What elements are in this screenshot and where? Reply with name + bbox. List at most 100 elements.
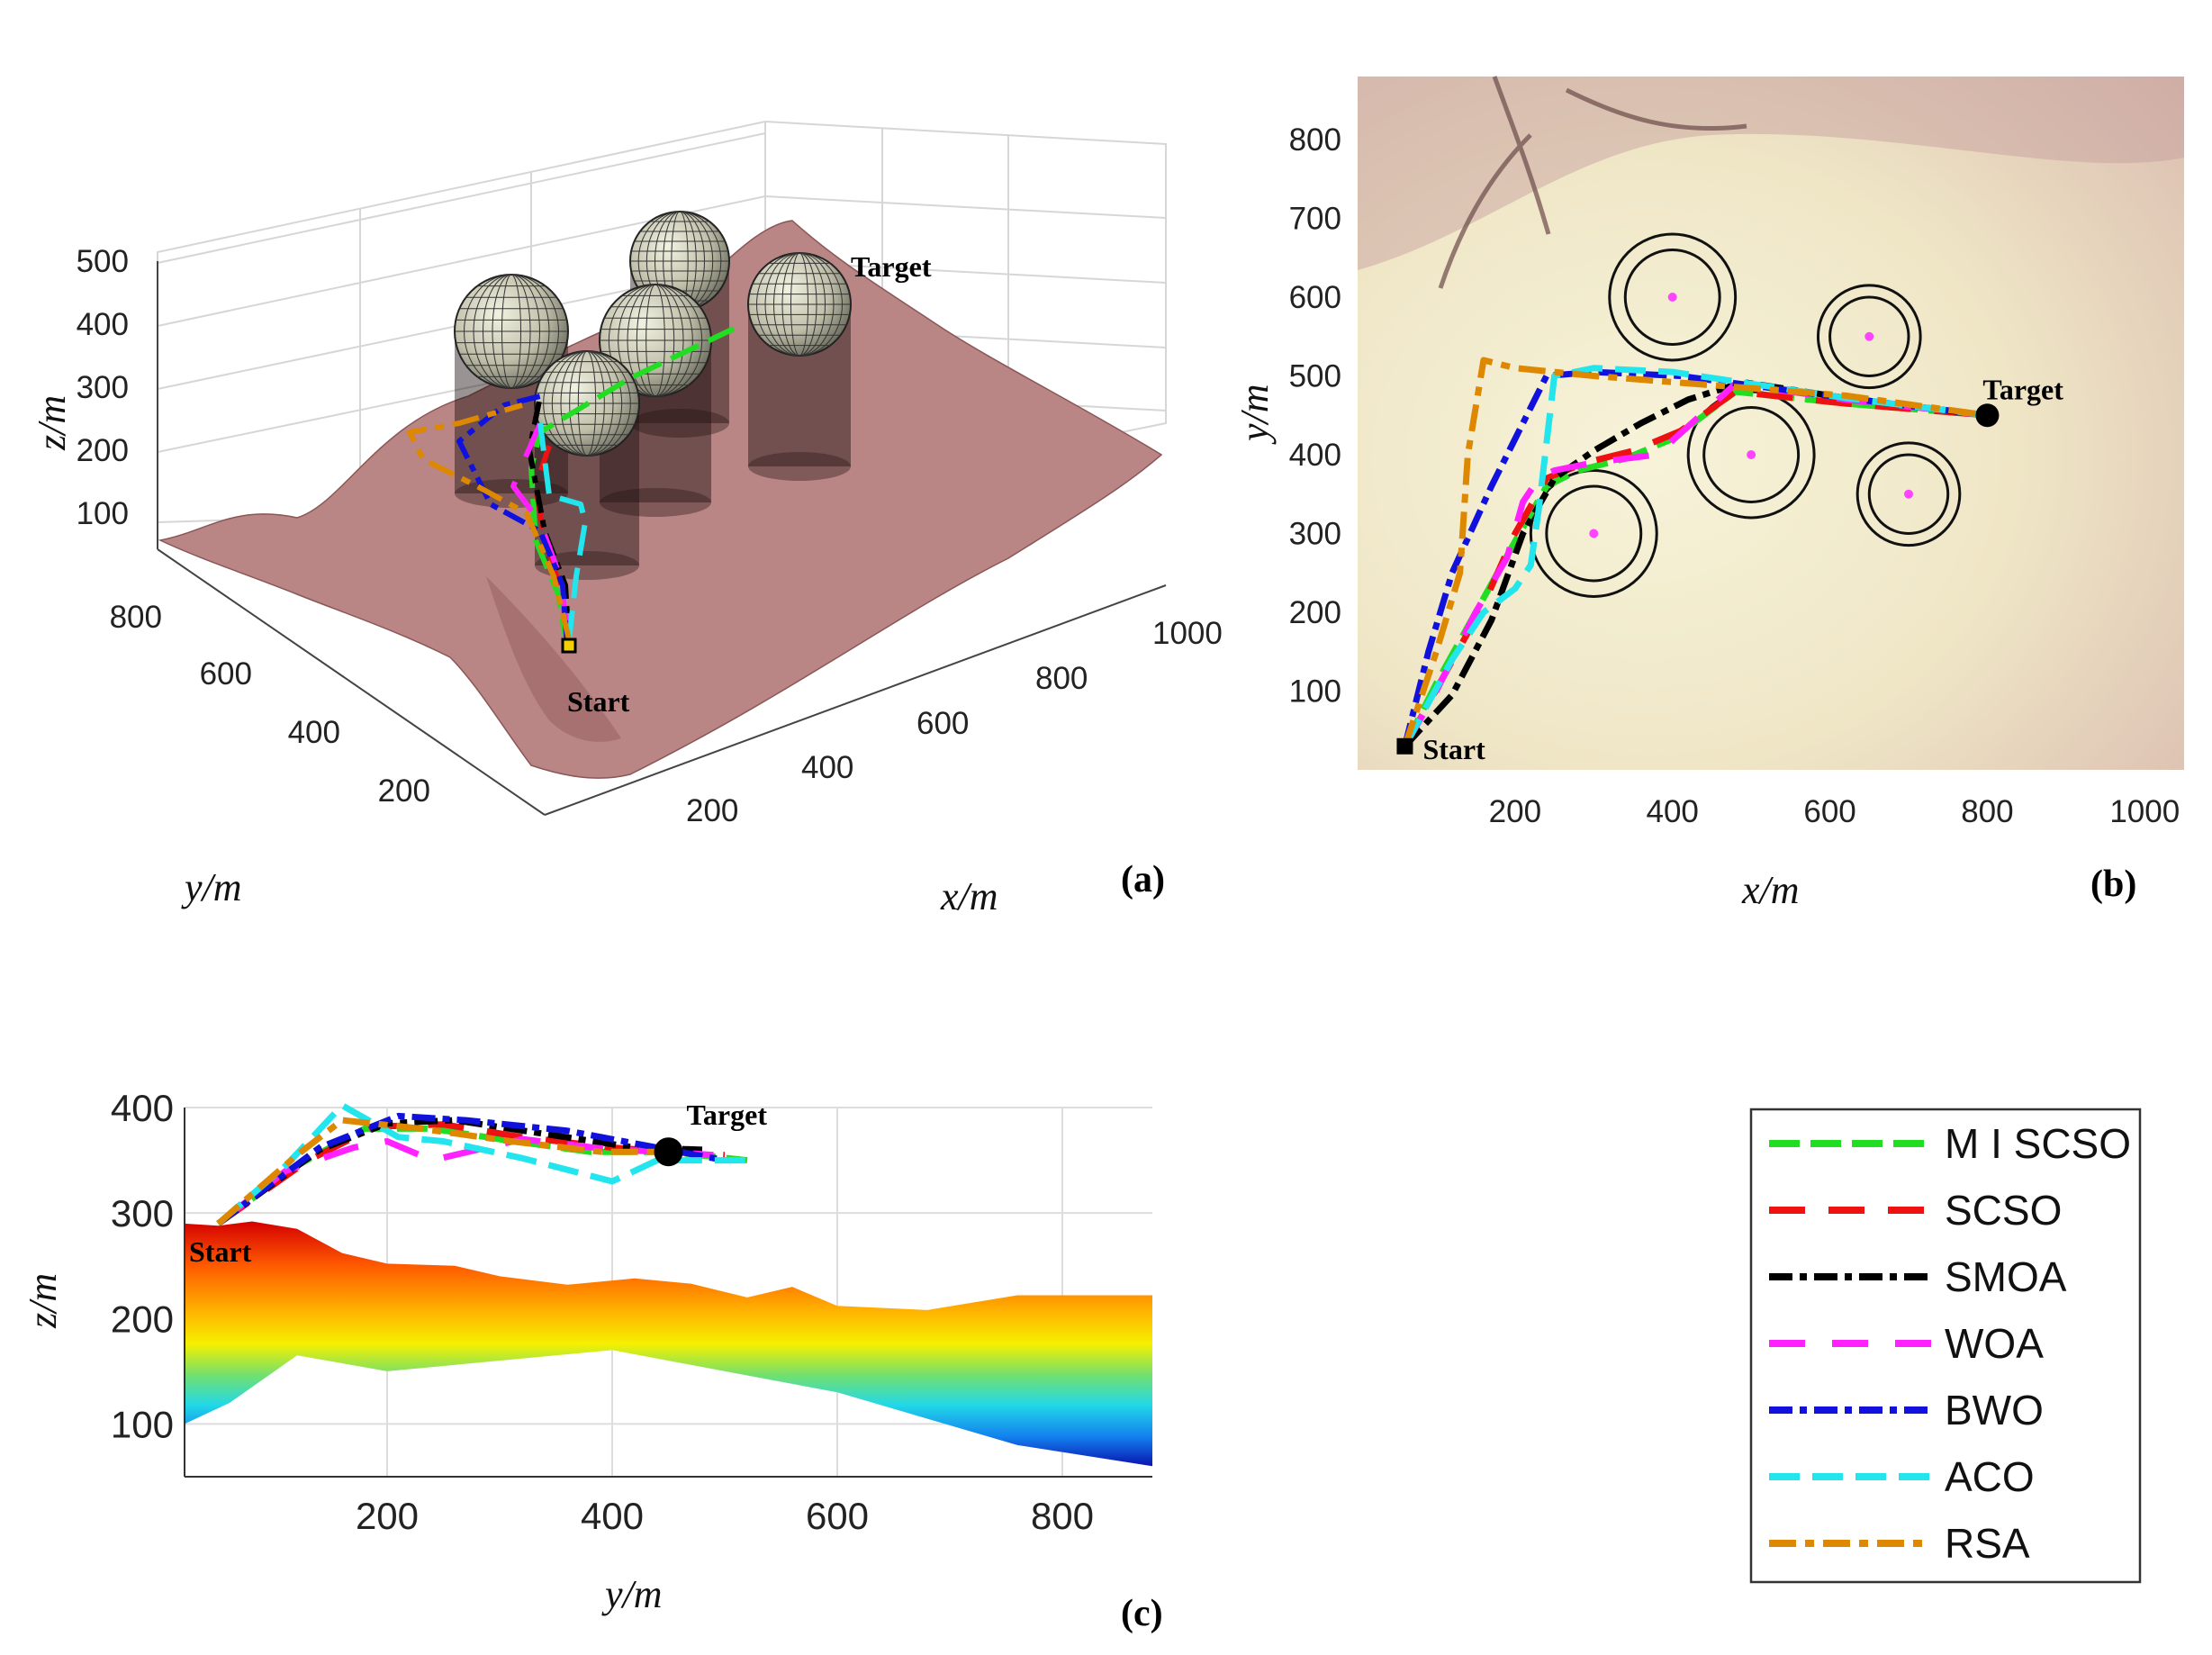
c-x-tick-600: 600 [806,1495,869,1537]
legend-label-aco: ACO [1945,1453,2035,1500]
panel-b-map-background [1358,77,2184,770]
b-x-tick-200: 200 [1489,794,1541,829]
b-y-tick-400: 400 [1289,438,1341,473]
start-label-b: Start [1422,733,1485,765]
b-y-tick-600: 600 [1289,280,1341,315]
b-x-tick-600: 600 [1803,794,1855,829]
path-a-aco [537,422,588,642]
panel-c-terrain [185,1221,1152,1467]
target-label-a: Target [851,250,932,283]
b-x-tick-800: 800 [1961,794,2013,829]
c-x-tick-800: 800 [1031,1495,1094,1537]
panel-a-axes [157,261,1167,816]
panel-b-shadow [1358,77,2184,270]
panel-a-3d-view: Start Target 500 400 300 200 100 800 600… [30,120,1223,918]
c-y-tick-300: 300 [111,1192,174,1234]
path-b-bwo [1402,368,1988,747]
panel-b-ticks: 200 400 600 800 1000 100 200 300 400 500 600 700 800 [1289,122,2180,829]
x-tick-200: 200 [686,793,738,828]
panel-label-a: (a) [1121,859,1165,900]
z-tick-300: 300 [77,370,129,405]
panel-c-axes [184,1108,1152,1478]
legend-label-bwo: BWO [1945,1387,2044,1433]
c-x-tick-200: 200 [356,1495,419,1537]
legend-label-rsa: RSA [1945,1520,2030,1567]
target-marker-c [654,1137,683,1167]
c-x-tick-400: 400 [581,1495,644,1537]
obstacle-base-2 [600,488,711,517]
panel-b-markers: Start Target [1396,373,2063,765]
obstacle-outer-ring-1 [1608,232,1738,362]
panel-a-x-ticks: 200 400 600 800 1000 [686,616,1223,828]
obstacle-inner-ring-0 [1545,484,1643,583]
c-y-tick-400: 400 [111,1087,174,1129]
obstacle-outer-ring-4 [1855,441,1962,547]
panel-c-ticks: 200 400 600 800 100 200 300 400 [111,1087,1094,1537]
target-label-b: Target [1982,373,2063,405]
panel-a-y-ticks: 800 600 400 200 [110,600,430,809]
b-x-tick-400: 400 [1647,794,1699,829]
b-y-tick-300: 300 [1289,517,1341,552]
target-marker-b [1975,403,2000,428]
b-y-tick-800: 800 [1289,122,1341,158]
panel-c-ylabel: z/m [21,1273,65,1329]
panel-b-ylabel: y/m [1232,384,1277,445]
x-tick-400: 400 [801,750,853,785]
panel-label-b: (b) [2090,864,2136,905]
legend-label-smoa: SMOA [1945,1253,2067,1300]
path-a-bwo [456,393,570,645]
obstacle-outer-ring-0 [1529,469,1658,598]
legend: M I SCSO SCSO SMOA WOA BWO ACO RSA [1749,1108,2142,1584]
legend-label-miscso: M I SCSO [1945,1120,2131,1167]
obstacle-inner-ring-4 [1867,453,1950,535]
z-tick-400: 400 [77,307,129,342]
panel-a-paths [407,326,736,649]
c-y-tick-200: 200 [111,1298,174,1340]
start-label-c: Start [189,1235,252,1268]
panel-b-ridge [1438,76,1747,289]
panel-b-top-view: Start Target 200 400 600 800 1000 100 200 300 400… [1232,76,2184,912]
obstacle-base-4 [535,551,639,580]
path-b-aco [1402,365,1988,748]
x-tick-1000: 1000 [1152,616,1223,651]
x-tick-600: 600 [916,706,969,741]
path-a-rsa [407,402,572,640]
obstacle-inner-ring-3 [1828,295,1910,377]
path-c-woa [216,1135,714,1226]
y-tick-400: 400 [288,715,340,750]
b-y-tick-700: 700 [1289,202,1341,237]
obstacle-base-3 [748,452,851,481]
y-tick-800: 800 [110,600,162,635]
panel-a-ylabel: y/m [181,865,242,909]
panel-b-xlabel: x/m [1741,868,1800,912]
obstacle-base-0 [630,409,729,438]
obstacle-inner-ring-2 [1702,406,1801,503]
b-y-tick-100: 100 [1289,674,1341,710]
path-c-bwo [216,1112,726,1226]
obstacle-center-3 [1864,331,1874,341]
obstacle-center-0 [1589,529,1599,538]
panel-a-zlabel: z/m [30,395,74,451]
path-b-rsa [1402,357,1988,747]
path-c-rsa [216,1117,669,1226]
path-b-woa [1402,380,1988,748]
panel-c-xlabel: y/m [601,1572,663,1616]
path-a-smoa [527,395,572,645]
obstacle-center-4 [1904,489,1913,499]
terrain-shading [486,576,621,742]
panel-c-side-view: Start Target 200 400 600 800 100 200 300 400 z/m… [21,1087,1163,1634]
legend-box [1749,1108,2142,1584]
target-label-c: Target [687,1099,768,1131]
obstacle-inner-ring-1 [1623,249,1721,346]
b-x-tick-1000: 1000 [2109,794,2180,829]
y-tick-200: 200 [378,773,430,809]
legend-items: M I SCSO SCSO SMOA WOA BWO ACO RSA [1769,1120,2131,1567]
legend-label-woa: WOA [1945,1320,2044,1367]
x-tick-800: 800 [1035,661,1088,696]
panel-c-markers: Start Target [189,1099,767,1268]
panel-a-xlabel: x/m [940,874,998,918]
start-marker-3d [561,638,577,654]
legend-label-scso: SCSO [1945,1187,2062,1234]
z-tick-100: 100 [77,496,129,531]
